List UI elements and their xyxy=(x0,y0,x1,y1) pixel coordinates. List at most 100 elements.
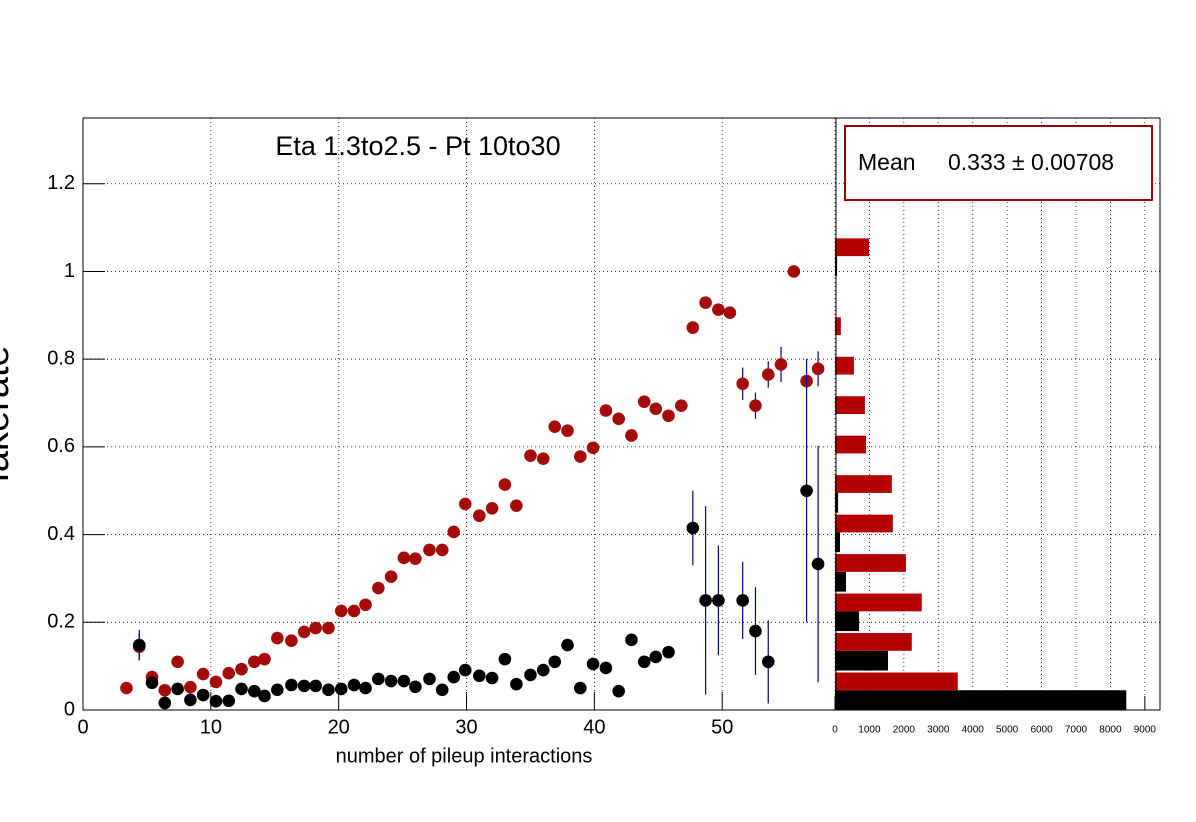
data-point xyxy=(458,663,472,677)
data-point xyxy=(409,552,422,566)
histogram-bar xyxy=(835,514,893,533)
data-point xyxy=(712,594,725,607)
data-point xyxy=(196,688,210,702)
data-point xyxy=(334,682,348,696)
histogram-bar xyxy=(835,317,841,336)
data-point xyxy=(435,683,449,697)
data-point xyxy=(485,501,499,515)
data-point xyxy=(699,296,712,309)
data-point xyxy=(384,570,398,583)
data-point xyxy=(548,420,562,434)
data-point xyxy=(548,655,562,669)
data-point xyxy=(184,693,197,707)
data-point xyxy=(736,377,749,391)
data-point xyxy=(637,395,651,409)
data-point xyxy=(536,452,550,466)
histogram-bar xyxy=(835,672,958,691)
data-point xyxy=(510,677,523,691)
histogram-bar xyxy=(835,238,869,257)
scatter-data xyxy=(120,265,825,710)
x-tick-label: 40 xyxy=(583,716,605,738)
data-point xyxy=(359,681,372,695)
histogram-bar xyxy=(835,571,847,592)
data-point xyxy=(536,663,550,677)
histogram-bar xyxy=(835,396,865,414)
data-point xyxy=(586,657,600,671)
data-point xyxy=(498,478,512,491)
x-tick-label: 4000 xyxy=(962,725,985,736)
data-point xyxy=(372,672,385,686)
chart-title: Eta 1.3to2.5 - Pt 10to30 xyxy=(275,131,560,161)
data-point xyxy=(409,680,422,694)
data-point xyxy=(800,484,813,498)
data-point xyxy=(510,499,523,512)
data-point xyxy=(811,557,825,571)
data-point xyxy=(397,551,411,565)
x-tick-label: 0 xyxy=(77,716,88,738)
data-point xyxy=(158,696,172,710)
x-tick-label: 9000 xyxy=(1134,725,1157,736)
stats-value: 0.333 ± 0.00708 xyxy=(948,149,1114,175)
data-point xyxy=(561,424,574,437)
data-point xyxy=(359,598,372,612)
data-point xyxy=(686,321,700,334)
data-point xyxy=(649,402,663,416)
y-tick-label: 0.2 xyxy=(47,611,75,633)
y-tick-label: 1.2 xyxy=(47,172,75,194)
data-point xyxy=(423,672,436,686)
axes: 0 0.2 0.4 0.6 0.8 1 1.2 0 10 20 30 40 50 0 1000 2000 300… xyxy=(47,172,1156,738)
data-point xyxy=(736,594,749,607)
data-point xyxy=(347,678,361,692)
x-tick-label: 8000 xyxy=(1099,725,1122,736)
data-point xyxy=(625,633,638,647)
data-point xyxy=(712,303,725,316)
data-point xyxy=(258,689,271,703)
histogram-bar xyxy=(835,650,889,671)
data-point xyxy=(574,681,587,695)
data-point xyxy=(258,652,271,666)
data-point xyxy=(498,652,512,666)
data-point xyxy=(196,667,210,681)
histogram-frame xyxy=(835,117,1161,711)
data-point xyxy=(723,306,737,320)
data-point xyxy=(271,683,284,697)
histogram-bar xyxy=(835,633,912,651)
data-point xyxy=(423,543,436,557)
data-point xyxy=(309,621,322,635)
x-tick-label: 2000 xyxy=(893,725,916,736)
data-point xyxy=(132,638,146,652)
y-tick-label: 0.6 xyxy=(47,435,75,457)
x-tick-label: 1000 xyxy=(858,725,881,736)
data-point xyxy=(561,638,574,652)
data-point xyxy=(699,594,712,607)
data-point xyxy=(524,668,537,682)
histogram xyxy=(835,238,1127,710)
stats-box xyxy=(844,125,1153,201)
data-point xyxy=(222,694,236,708)
y-tick-label: 1 xyxy=(64,260,75,282)
data-point xyxy=(209,675,223,689)
x-tick-label: 5000 xyxy=(996,725,1019,736)
histogram-bar xyxy=(835,435,866,454)
data-point xyxy=(749,624,762,638)
data-point xyxy=(248,684,261,698)
histogram-bar xyxy=(835,611,860,632)
data-point xyxy=(235,682,248,696)
data-point xyxy=(774,358,788,371)
data-point xyxy=(209,694,223,708)
y-tick-label: 0.4 xyxy=(47,523,75,545)
histogram-bar xyxy=(835,475,892,493)
data-point xyxy=(662,409,675,423)
data-point xyxy=(447,670,461,684)
data-point xyxy=(787,265,801,278)
data-point xyxy=(222,666,236,680)
data-point xyxy=(145,676,159,690)
data-point xyxy=(473,509,486,523)
data-point xyxy=(447,525,461,539)
data-point xyxy=(322,621,335,635)
data-point xyxy=(662,645,675,659)
data-point xyxy=(397,674,411,688)
data-point xyxy=(271,631,284,645)
